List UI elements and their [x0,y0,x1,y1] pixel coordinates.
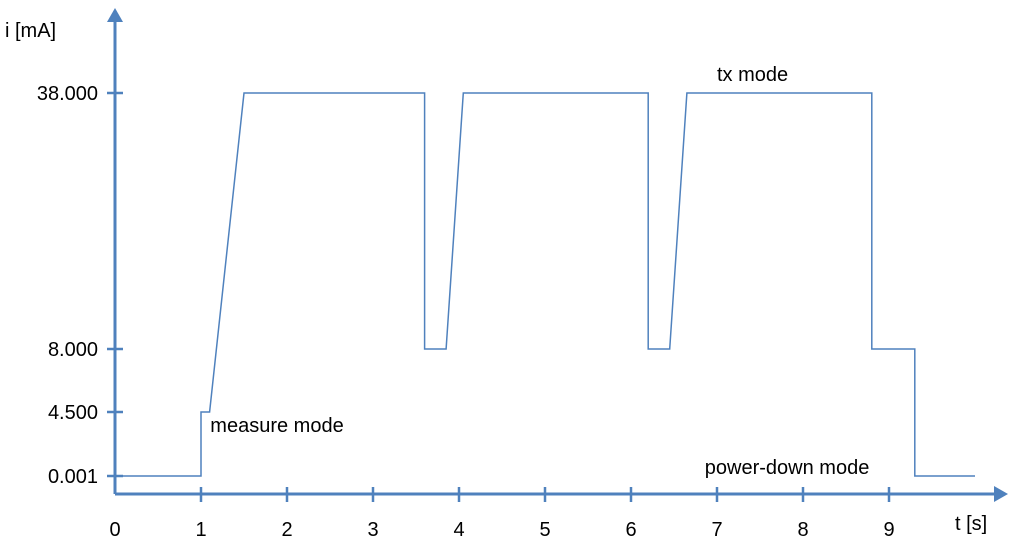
y-tick-label: 4.500 [48,402,98,424]
x-tick-label: 0 [109,519,120,541]
x-tick-label: 2 [281,519,292,541]
x-axis-label: t [s] [955,513,987,535]
annotation-label: measure mode [210,415,343,437]
texts: i [mA] t [s] measure mode tx mode power-do… [5,20,987,535]
x-tick-label: 8 [797,519,808,541]
x-tick-label: 9 [883,519,894,541]
x-tick-label: 6 [625,519,636,541]
x-tick-label: 7 [711,519,722,541]
y-tick-label: 0.001 [48,466,98,488]
x-tick-label: 3 [367,519,378,541]
current-line [115,92,975,477]
annotation-label: power-down mode [705,457,870,479]
x-tick-label: 4 [453,519,464,541]
y-axis-arrow [107,8,123,22]
ticks: 0 1 2 3 4 5 6 7 8 9 0.001 4.500 8.000 38.000 [37,83,895,541]
y-tick-label: 8.000 [48,339,98,361]
x-tick-label: 1 [195,519,206,541]
series [115,92,975,477]
axes [107,8,1008,502]
x-tick-label: 5 [539,519,550,541]
y-axis-label: i [mA] [5,20,56,42]
annotation-label: tx mode [717,64,788,86]
y-tick-label: 38.000 [37,83,98,105]
x-axis-arrow [994,486,1008,502]
